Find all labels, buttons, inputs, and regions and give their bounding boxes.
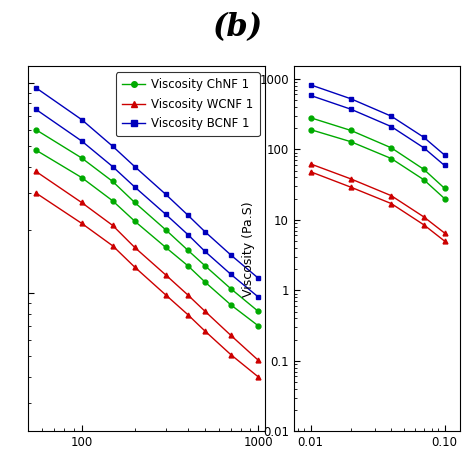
Y-axis label: Viscosity (Pa.S): Viscosity (Pa.S) xyxy=(242,201,255,297)
Text: (b): (b) xyxy=(212,12,262,43)
Legend: Viscosity ChNF 1, Viscosity WCNF 1, Viscosity BCNF 1: Viscosity ChNF 1, Viscosity WCNF 1, Visc… xyxy=(116,72,260,136)
